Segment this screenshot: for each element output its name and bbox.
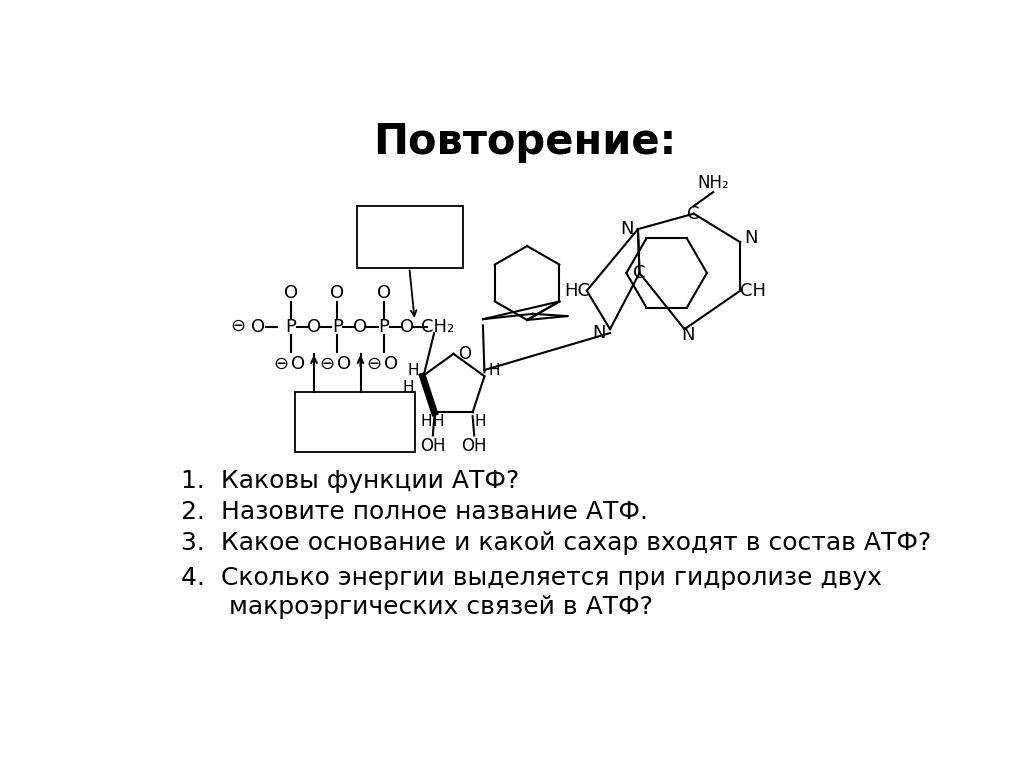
Text: P: P [286,318,296,336]
Text: P: P [378,318,389,336]
Text: O: O [330,284,344,302]
Text: H: H [488,363,500,377]
Text: CH₂: CH₂ [421,318,455,336]
Text: O: O [377,284,391,302]
Text: ⊖: ⊖ [230,316,246,334]
Text: H: H [432,414,444,429]
Text: P: P [332,318,343,336]
Text: CH: CH [739,281,766,300]
Text: C: C [687,205,700,222]
Text: NH₂: NH₂ [697,174,729,192]
Text: Повторение:: Повторение: [373,121,677,163]
Bar [295,393,415,453]
Text: H: H [421,414,432,429]
Text: O: O [337,355,351,373]
Text: N: N [744,229,758,247]
Text: OH: OH [420,437,445,456]
Text: 4.  Сколько энергии выделяется при гидролизе двух: 4. Сколько энергии выделяется при гидрол… [180,565,882,590]
Text: O: O [384,355,397,373]
Text: H: H [475,414,486,429]
Text: H: H [408,363,419,377]
Text: O: O [458,345,471,363]
Text: ⊖: ⊖ [319,355,335,373]
Text: HC: HC [564,281,591,300]
Text: OH: OH [462,437,487,456]
Text: O: O [291,355,305,373]
Text: фосфо-
эфирная
связь: фосфо- эфирная связь [375,212,444,262]
Text: O: O [251,318,265,336]
Text: N: N [621,220,634,238]
Text: макроэргических связей в АТФ?: макроэргических связей в АТФ? [180,595,652,619]
Text: 2.  Назовите полное название АТФ.: 2. Назовите полное название АТФ. [180,500,648,524]
Text: O: O [284,284,298,302]
Text: O: O [353,318,368,336]
Text: ⊖: ⊖ [367,355,381,373]
Text: C: C [633,264,646,282]
Text: 1.  Каковы функции АТФ?: 1. Каковы функции АТФ? [180,469,519,493]
Text: H: H [402,380,415,395]
Text: O: O [400,318,414,336]
Text: N: N [593,324,606,342]
Text: фосфо-
ангидридные
связи: фосфо- ангидридные связи [300,397,410,447]
Bar [356,206,463,268]
Text: ⊖: ⊖ [273,355,288,373]
Text: O: O [307,318,322,336]
Text: N: N [682,327,695,344]
Text: 3.  Какое основание и какой сахар входят в состав АТФ?: 3. Какое основание и какой сахар входят … [180,531,931,555]
